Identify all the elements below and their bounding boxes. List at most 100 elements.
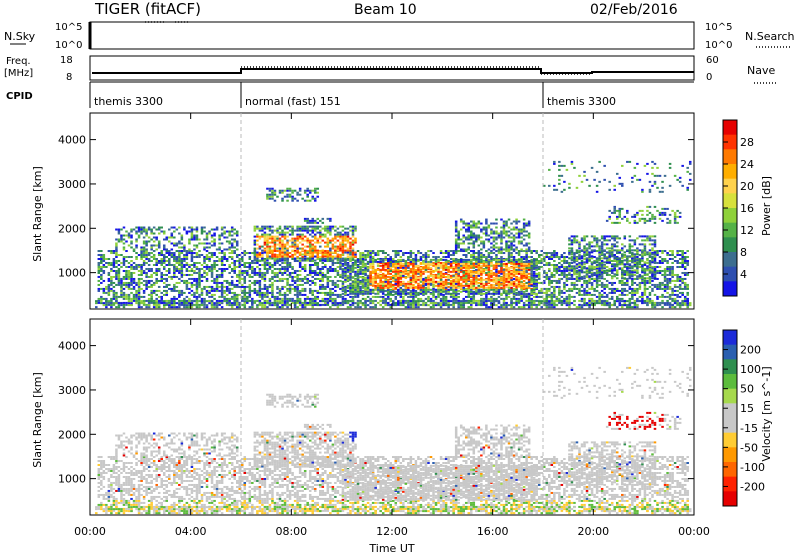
power-cell <box>180 269 184 272</box>
power-cell <box>266 237 269 240</box>
power-cell <box>532 267 536 270</box>
power-cell <box>180 238 184 241</box>
power-cell <box>384 293 387 296</box>
power-cell <box>361 276 365 279</box>
power-cell <box>319 279 322 282</box>
power-cell <box>349 265 352 268</box>
power-cell <box>532 299 536 302</box>
power-cell <box>311 251 314 254</box>
power-cell <box>656 252 659 255</box>
power-cell <box>291 258 294 260</box>
power-cell <box>379 261 382 264</box>
power-cell <box>261 235 264 238</box>
power-cell <box>205 291 209 294</box>
power-cell <box>220 289 224 292</box>
power-cell <box>319 283 322 286</box>
power-cell <box>329 295 332 298</box>
power-cell <box>412 289 415 292</box>
power-cell <box>298 297 302 300</box>
power-cell <box>150 289 153 292</box>
power-cell <box>678 285 682 288</box>
power-cell <box>424 292 428 295</box>
power-cell <box>137 254 141 257</box>
power-cell <box>303 297 307 300</box>
power-cell <box>195 254 199 257</box>
power-cell <box>530 281 533 284</box>
power-cell <box>550 281 554 284</box>
power-cell <box>200 254 204 257</box>
power-cell <box>306 227 309 230</box>
freq-panel: Freq. [MHz] 18 8 60 0 Nave CPID <box>4 55 778 102</box>
power-cell <box>137 293 141 296</box>
power-cell <box>449 250 453 253</box>
power-cell <box>555 267 559 270</box>
power-cell <box>422 282 425 285</box>
power-cell <box>427 286 430 289</box>
power-cell <box>485 250 488 253</box>
power-cell <box>334 297 337 300</box>
power-cell <box>402 288 405 291</box>
power-cell <box>429 262 433 265</box>
power-cell <box>321 233 325 236</box>
power-cell <box>668 287 672 290</box>
power-cell <box>678 295 682 298</box>
power-cell <box>326 281 330 284</box>
power-cell <box>291 277 294 280</box>
power-cell <box>137 297 141 300</box>
power-cell <box>563 297 566 300</box>
power-cell <box>188 269 191 272</box>
power-cell <box>610 281 614 284</box>
power-cell <box>356 280 360 283</box>
power-cell <box>248 295 252 298</box>
power-cell <box>671 250 674 253</box>
power-cell <box>319 256 322 259</box>
power-cell <box>258 293 262 296</box>
power-cell <box>444 297 448 300</box>
power-cell <box>381 280 385 283</box>
power-cell <box>311 289 314 292</box>
power-cell <box>286 241 289 244</box>
power-cell <box>198 242 201 245</box>
power-cell <box>273 237 277 240</box>
power-cell <box>407 292 410 295</box>
power-cell <box>100 275 103 278</box>
power-cell <box>203 269 206 272</box>
power-cell <box>291 279 294 282</box>
power-cell <box>351 229 355 232</box>
power-cell <box>152 283 156 286</box>
power-cell <box>341 259 345 262</box>
power-cell <box>452 261 455 264</box>
power-cell <box>278 251 282 254</box>
power-cell <box>354 227 357 230</box>
power-cell <box>281 277 284 280</box>
power-cell <box>228 252 231 255</box>
power-cell <box>238 258 241 260</box>
power-cell <box>308 247 312 250</box>
power-cell <box>515 283 518 286</box>
power-cell <box>157 295 161 298</box>
power-cell <box>203 275 206 278</box>
power-cell <box>195 299 199 302</box>
power-cell <box>344 288 347 291</box>
power-cell <box>397 258 400 261</box>
power-cell <box>301 293 304 296</box>
power-cell <box>251 260 254 262</box>
power-cell <box>346 286 350 289</box>
power-cell <box>130 267 133 270</box>
power-cell <box>427 282 430 285</box>
power-cell <box>173 252 176 255</box>
power-cell <box>278 277 282 280</box>
power-cell <box>293 293 297 296</box>
power-cell <box>578 254 581 257</box>
power-cell <box>266 255 269 258</box>
power-cell <box>349 264 352 267</box>
power-cell <box>585 285 589 288</box>
power-cell <box>359 280 362 283</box>
power-cell <box>291 249 294 252</box>
power-cell <box>97 269 101 272</box>
power-cell <box>235 254 239 257</box>
power-cell <box>497 252 501 255</box>
power-cell <box>439 278 443 281</box>
power-cell <box>510 260 513 262</box>
power-cell <box>130 277 133 280</box>
